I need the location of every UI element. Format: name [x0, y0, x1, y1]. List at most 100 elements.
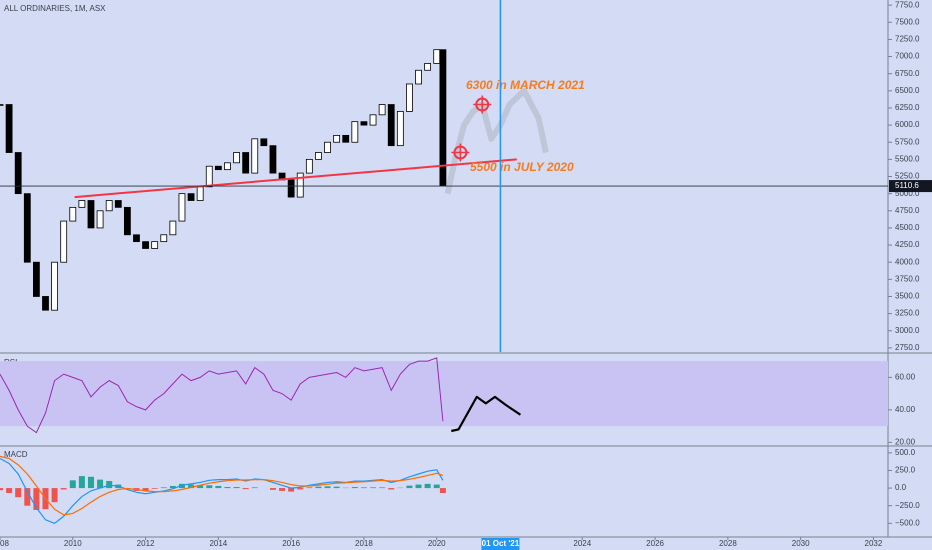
histogram-bar: [315, 486, 322, 489]
rsi-band: [0, 361, 888, 427]
candle: [324, 141, 331, 153]
y-tick-label: 7000.0: [895, 52, 920, 61]
candle: [242, 152, 250, 174]
histogram-bar: [439, 488, 446, 494]
x-tick-label: 2018: [355, 539, 373, 548]
y-tick-label: 7250.0: [895, 35, 920, 44]
histogram-bar: [388, 488, 395, 490]
candle: [23, 193, 31, 263]
pane-title: MACD: [4, 450, 28, 459]
histogram-bar: [33, 488, 40, 510]
candle: [287, 179, 295, 198]
x-tick-label: 2024: [573, 539, 591, 548]
x-tick-label: 2008: [0, 539, 9, 548]
y-tick-label: 60.00: [895, 373, 916, 382]
y-tick-label: 4750.0: [895, 206, 920, 215]
histogram-bar: [106, 481, 113, 489]
x-tick-label: 2012: [137, 539, 155, 548]
histogram-bar: [142, 488, 149, 491]
x-tick-label: 2016: [282, 539, 300, 548]
candle: [196, 186, 204, 201]
histogram-bar: [242, 488, 249, 490]
histogram-bar: [224, 487, 231, 489]
candle: [78, 200, 86, 208]
candle: [406, 83, 413, 112]
x-tick-label: 2014: [209, 539, 227, 548]
candle: [351, 121, 359, 143]
histogram-bar: [306, 487, 313, 489]
signal-line: [0, 455, 444, 516]
histogram-bar: [333, 486, 340, 489]
candle: [333, 134, 341, 143]
cursor-label-box: [481, 538, 520, 550]
candle: [360, 121, 368, 126]
rsi-drawing: [451, 395, 522, 433]
y-tick-label: 4000.0: [895, 257, 920, 266]
histogram-bar: [97, 479, 104, 489]
histogram-bar: [424, 483, 431, 489]
candle: [42, 296, 49, 311]
y-tick-label: 20.00: [895, 437, 916, 446]
histogram-bar: [351, 487, 358, 489]
candle: [178, 193, 186, 222]
candle: [14, 152, 22, 195]
histogram-bar: [360, 487, 367, 489]
chart-title: ALL ORDINARIES, 1M, ASX: [4, 4, 106, 13]
candle: [378, 104, 386, 116]
projection: [444, 87, 549, 195]
macd-line: [0, 457, 444, 525]
histogram-bar: [15, 488, 22, 498]
candle: [32, 261, 40, 297]
candle: [142, 241, 149, 249]
y-tick-label: 5750.0: [895, 137, 920, 146]
cursor-label: 01 Oct '21: [482, 539, 520, 548]
candle: [424, 63, 432, 71]
y-tick-label: −250.0: [895, 501, 920, 510]
last-price-box: [889, 180, 932, 193]
annotation: 6300 in MARCH 2021: [466, 78, 585, 92]
candle: [233, 152, 240, 164]
histogram-bar: [279, 488, 286, 491]
y-tick-label: 6250.0: [895, 103, 920, 112]
y-tick-label: 2750.0: [895, 343, 920, 352]
target-cross: [473, 95, 492, 114]
last-price-label: 5110.6: [895, 181, 919, 190]
histogram-bar: [251, 487, 258, 489]
histogram-bar: [24, 488, 31, 506]
y-tick-label: 5000.0: [895, 189, 920, 198]
y-tick-label: 6750.0: [895, 69, 920, 78]
y-tick-label: 4250.0: [895, 240, 920, 249]
candle: [396, 110, 404, 147]
y-tick-label: 6000.0: [895, 120, 920, 129]
histogram-bar: [206, 485, 213, 489]
y-tick-label: 3750.0: [895, 274, 920, 283]
histogram-bar: [269, 488, 276, 490]
histogram-bar: [188, 484, 195, 489]
candle: [224, 162, 231, 171]
candle: [169, 220, 177, 236]
x-tick-label: 2028: [719, 539, 737, 548]
candle: [387, 104, 395, 147]
histogram-bar: [370, 487, 377, 489]
histogram-bar: [60, 488, 67, 490]
y-tick-label: 3250.0: [895, 309, 920, 318]
histogram-bar: [288, 488, 295, 492]
histogram-bar: [169, 485, 176, 489]
histogram-bar: [160, 487, 167, 489]
candle: [187, 193, 195, 201]
y-tick-label: 4500.0: [895, 223, 920, 232]
histogram-bar: [379, 487, 386, 489]
candle: [214, 165, 222, 171]
histogram-bar: [406, 485, 413, 489]
histogram-bar: [6, 488, 13, 494]
histogram-bar: [233, 487, 240, 489]
y-tick-label: 0.0: [895, 483, 907, 492]
histogram-bar: [87, 476, 94, 489]
y-tick-label: 3500.0: [895, 292, 920, 301]
y-tick-label: 7750.0: [895, 0, 920, 9]
candle: [123, 206, 131, 236]
histogram-bar: [297, 488, 304, 490]
